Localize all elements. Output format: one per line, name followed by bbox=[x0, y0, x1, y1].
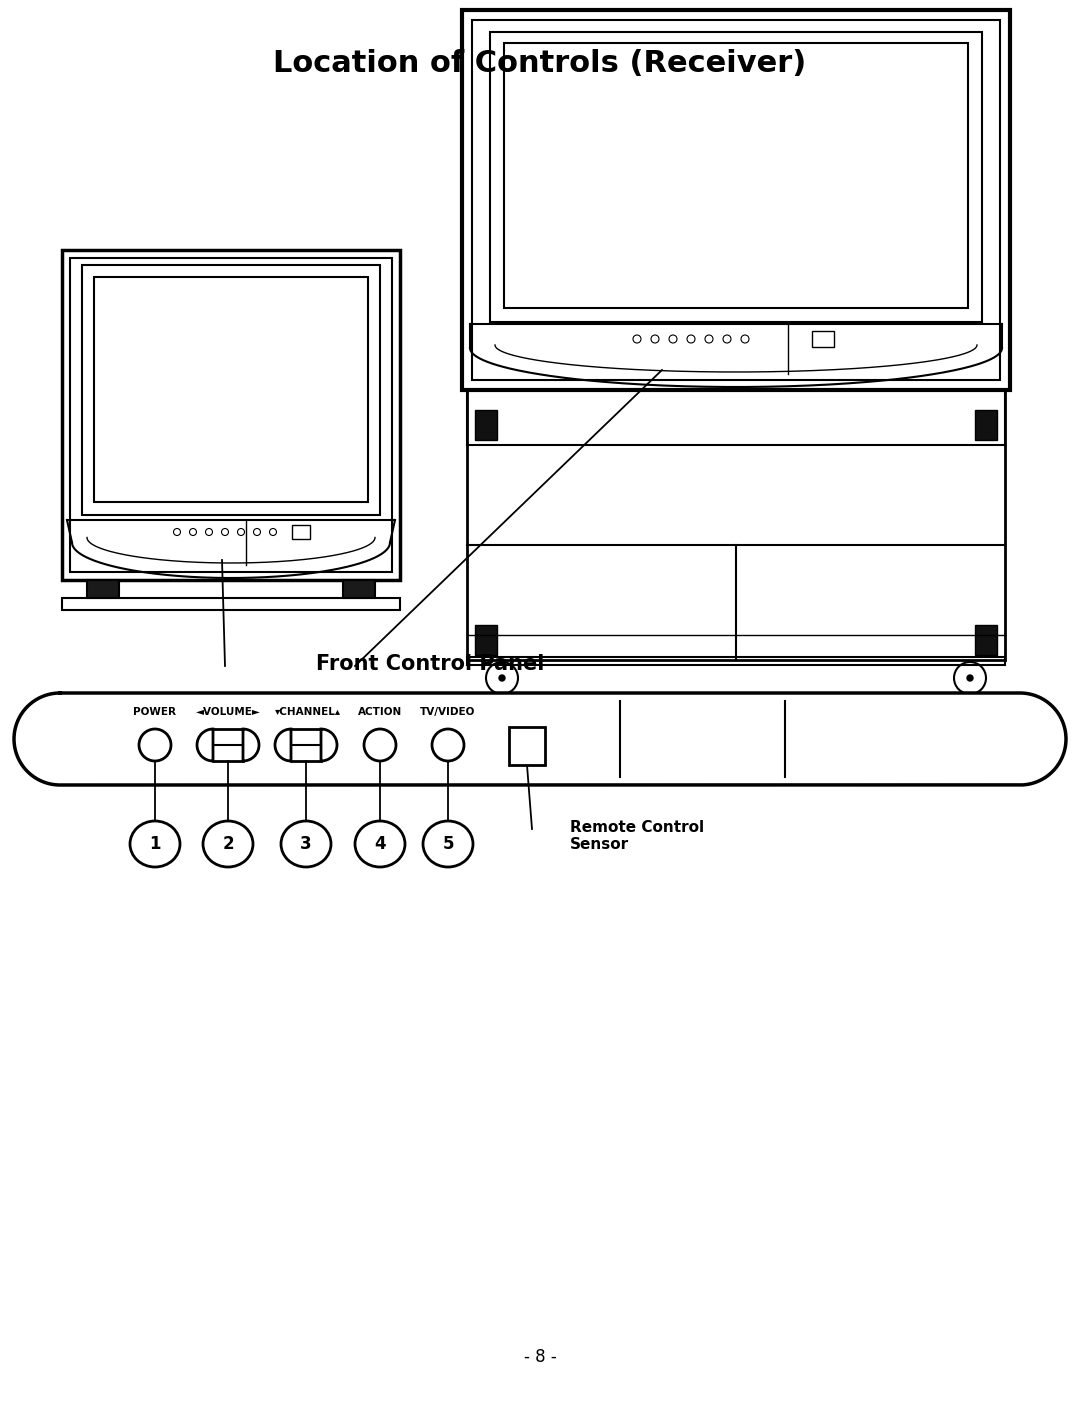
Wedge shape bbox=[275, 729, 291, 761]
Text: ACTION: ACTION bbox=[357, 708, 402, 717]
Wedge shape bbox=[197, 729, 213, 761]
Bar bbox=[62, 250, 400, 580]
Circle shape bbox=[432, 729, 464, 761]
Text: 5: 5 bbox=[442, 835, 454, 854]
Bar bbox=[94, 277, 368, 503]
Text: 4: 4 bbox=[374, 835, 386, 854]
Bar bbox=[467, 657, 1005, 665]
Bar bbox=[812, 331, 834, 347]
Bar bbox=[467, 390, 1005, 660]
Wedge shape bbox=[321, 729, 337, 761]
Text: Front Control Panel: Front Control Panel bbox=[315, 654, 544, 674]
Ellipse shape bbox=[203, 821, 253, 868]
Ellipse shape bbox=[423, 821, 473, 868]
Ellipse shape bbox=[281, 821, 330, 868]
Text: - 8 -: - 8 - bbox=[524, 1348, 556, 1366]
Ellipse shape bbox=[355, 821, 405, 868]
Ellipse shape bbox=[130, 821, 180, 868]
Bar bbox=[472, 20, 1000, 380]
Bar bbox=[467, 390, 1005, 445]
Text: 2: 2 bbox=[222, 835, 233, 854]
Bar bbox=[475, 410, 497, 439]
Text: ▾CHANNEL▴: ▾CHANNEL▴ bbox=[275, 708, 341, 717]
Bar bbox=[975, 410, 997, 439]
Bar bbox=[292, 525, 310, 539]
Bar bbox=[462, 10, 1010, 390]
Text: POWER: POWER bbox=[134, 708, 176, 717]
Bar bbox=[70, 258, 392, 571]
Wedge shape bbox=[243, 729, 259, 761]
Bar bbox=[82, 265, 380, 515]
Bar bbox=[490, 32, 982, 322]
Bar bbox=[975, 625, 997, 656]
Text: Location of Controls (Receiver): Location of Controls (Receiver) bbox=[273, 49, 807, 79]
Bar bbox=[87, 580, 119, 598]
Text: Remote Control
Sensor: Remote Control Sensor bbox=[570, 820, 704, 852]
Polygon shape bbox=[14, 694, 1066, 785]
Text: 1: 1 bbox=[149, 835, 161, 854]
Bar bbox=[475, 625, 497, 656]
Bar bbox=[62, 598, 400, 609]
Bar bbox=[504, 44, 968, 307]
Text: 3: 3 bbox=[300, 835, 312, 854]
Text: ◄VOLUME►: ◄VOLUME► bbox=[195, 708, 260, 717]
Circle shape bbox=[499, 675, 505, 681]
Bar bbox=[343, 580, 375, 598]
Circle shape bbox=[967, 675, 973, 681]
Text: TV/VIDEO: TV/VIDEO bbox=[420, 708, 475, 717]
Bar bbox=[509, 727, 545, 765]
Circle shape bbox=[364, 729, 396, 761]
Circle shape bbox=[139, 729, 171, 761]
